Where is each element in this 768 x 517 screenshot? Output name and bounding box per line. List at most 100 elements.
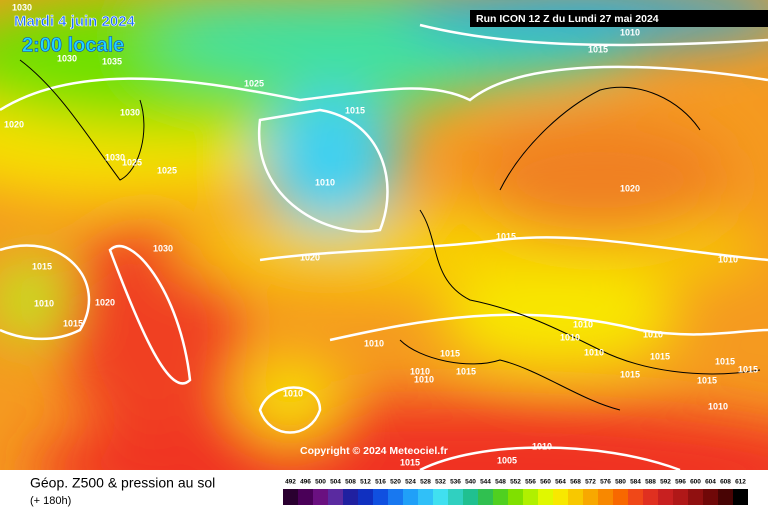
- scale-label: 564: [555, 479, 566, 486]
- scale-label: 492: [285, 479, 296, 486]
- scale-label: 548: [495, 479, 506, 486]
- isobar-label: 1030: [120, 107, 140, 117]
- run-box: [470, 10, 768, 27]
- scale-label: 568: [570, 479, 581, 486]
- scale-label: 544: [480, 479, 491, 486]
- isobar-label: 1010: [718, 254, 738, 264]
- scale-swatch: [298, 489, 313, 505]
- scale-swatch: [448, 489, 463, 505]
- scale-swatch: [283, 489, 298, 505]
- scale-label: 552: [510, 479, 521, 486]
- isobar-label: 1015: [440, 348, 460, 358]
- scale-label: 576: [600, 479, 611, 486]
- isobar-label: 1015: [697, 375, 717, 385]
- scale-swatch: [508, 489, 523, 505]
- isobar-label: 1015: [715, 356, 735, 366]
- scale-label: 596: [675, 479, 686, 486]
- isobar-label: 1015: [32, 261, 52, 271]
- copyright: Copyright © 2024 Meteociel.fr: [300, 445, 448, 457]
- run-info: Run ICON 12 Z du Lundi 27 mai 2024: [476, 13, 659, 25]
- scale-label: 612: [735, 479, 746, 486]
- scale-label: 592: [660, 479, 671, 486]
- isobar-label: 1010: [283, 388, 303, 398]
- scale-swatch: [373, 489, 388, 505]
- scale-swatch: [598, 489, 613, 505]
- scale-label: 500: [315, 479, 326, 486]
- isobar-label: 1010: [560, 332, 580, 342]
- scale-label: 508: [345, 479, 356, 486]
- scale-swatch: [328, 489, 343, 505]
- isobar-lines: [0, 23, 768, 472]
- scale-swatch: [358, 489, 373, 505]
- scale-swatch: [553, 489, 568, 505]
- scale-swatch: [343, 489, 358, 505]
- isobar-label: 1015: [738, 364, 758, 374]
- scale-label: 540: [465, 479, 476, 486]
- scale-label: 524: [405, 479, 416, 486]
- scale-label: 560: [540, 479, 551, 486]
- isobar-label: 1010: [708, 401, 728, 411]
- isobar-label: 1005: [497, 455, 517, 465]
- scale-label: 520: [390, 479, 401, 486]
- footer-title: Géop. Z500 & pression au sol: [30, 475, 215, 491]
- isobar-label: 1035: [102, 56, 122, 66]
- isobar-label: 1025: [244, 78, 264, 88]
- isobar-label: 1015: [588, 44, 608, 54]
- isobar-label: 1015: [400, 457, 420, 467]
- isobar-label: 1010: [532, 441, 552, 451]
- coastlines: [19, 59, 761, 411]
- scale-swatch: [733, 489, 748, 505]
- isobar-label: 1015: [345, 105, 365, 115]
- scale-swatch: [418, 489, 433, 505]
- scale-swatch: [673, 489, 688, 505]
- scale-swatch: [628, 489, 643, 505]
- isobar-label: 1010: [34, 298, 54, 308]
- isobar-label: 1015: [620, 369, 640, 379]
- isobar-label: 1010: [364, 338, 384, 348]
- scale-label: 588: [645, 479, 656, 486]
- isobar-label: 1015: [456, 366, 476, 376]
- scale-label: 600: [690, 479, 701, 486]
- scale-label: 504: [330, 479, 341, 486]
- isobar-label: 1020: [300, 252, 320, 262]
- scale-label: 516: [375, 479, 386, 486]
- isobar-label: 1020: [4, 119, 24, 129]
- footer-lead: (+ 180h): [30, 495, 71, 507]
- isobar-label: 1030: [12, 2, 32, 12]
- isobar-label: 1030: [105, 152, 125, 162]
- scale-swatch: [463, 489, 478, 505]
- scale-label: 572: [585, 479, 596, 486]
- scale-label: 532: [435, 479, 446, 486]
- scale-label: 584: [630, 479, 641, 486]
- scale-swatch: [433, 489, 448, 505]
- isobar-label: 1010: [643, 329, 663, 339]
- date: Mardi 4 juin 2024: [14, 13, 136, 30]
- scale-label: 496: [300, 479, 311, 486]
- scale-swatch: [718, 489, 733, 505]
- scale-label: 512: [360, 479, 371, 486]
- scale-swatch: [493, 489, 508, 505]
- isobar-label: 1010: [414, 374, 434, 384]
- isobar-label: 1015: [650, 351, 670, 361]
- isobar-label: 1030: [57, 53, 77, 63]
- local-time: 2:00 locale: [22, 34, 124, 56]
- scale-swatch: [478, 489, 493, 505]
- scale-swatch: [403, 489, 418, 505]
- scale-swatch: [583, 489, 598, 505]
- scale-swatch: [568, 489, 583, 505]
- isobar-label: 1030: [153, 243, 173, 253]
- isobar-label: 1015: [63, 318, 83, 328]
- scale-swatch: [688, 489, 703, 505]
- isobar-label: 1010: [620, 27, 640, 37]
- scale-label: 604: [705, 479, 716, 486]
- scale-swatch: [613, 489, 628, 505]
- scale-swatch: [388, 489, 403, 505]
- scale-label: 556: [525, 479, 536, 486]
- scale-swatch: [313, 489, 328, 505]
- scale-label: 536: [450, 479, 461, 486]
- scale-label: 580: [615, 479, 626, 486]
- scale-label: 528: [420, 479, 431, 486]
